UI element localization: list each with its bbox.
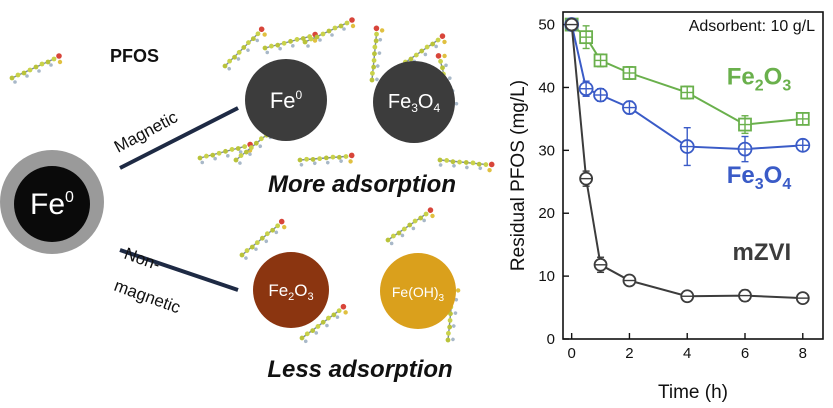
pfos-molecule-icon (260, 22, 320, 64)
pfos-molecule-icon (301, 16, 356, 49)
x-tick-label: 2 (625, 345, 633, 362)
nonmagnetic-branch-line (119, 248, 239, 292)
less-adsorption-caption: Less adsorption (267, 356, 452, 383)
y-tick-label: 10 (538, 268, 555, 285)
y-axis-label: Residual PFOS (mg/L) (508, 80, 529, 271)
pfos-molecule-icon (8, 52, 63, 85)
series-label: Fe3O4 (727, 162, 792, 193)
x-axis-label: Time (h) (658, 382, 728, 403)
series-2: mZVI (564, 17, 810, 306)
nonmagnetic-label-line1: Non- (122, 244, 163, 274)
chart-annotation: Adsorbent: 10 g/L (689, 18, 815, 35)
x-tick-label: 0 (567, 345, 575, 362)
fe2o3-particle-label: Fe2O3 (268, 281, 313, 303)
plot-frame (562, 11, 824, 340)
series-label: mZVI (733, 239, 792, 266)
center-particle-core (14, 166, 90, 242)
y-tick-label: 30 (538, 142, 555, 159)
fe2o3-particle (253, 252, 329, 328)
x-tick-label: 8 (799, 345, 807, 362)
x-tick-label: 6 (741, 345, 749, 362)
schematic: PFOS Magnetic Non- magnetic Fe0 Fe0 Fe3O… (0, 16, 497, 383)
magnetic-branch-line (119, 106, 239, 170)
series-0: Fe2O3 (564, 17, 810, 135)
y-tick-label: 20 (538, 205, 555, 222)
series-label: Fe2O3 (727, 63, 792, 94)
fe0-particle-label: Fe0 (270, 88, 303, 113)
chart: 0 2 4 6 8 0 10 20 30 40 50 Time (h) Residual PFOS (m… (508, 11, 824, 403)
y-tick-label: 50 (538, 17, 555, 34)
fe3o4-particle-label: Fe3O4 (388, 91, 441, 115)
fe0-particle (245, 59, 327, 141)
pfos-molecule-icon (380, 206, 440, 247)
series-1: Fe3O4 (564, 17, 811, 193)
y-tick-label: 40 (538, 79, 555, 96)
x-tick-label: 4 (683, 345, 691, 362)
center-particle-label: Fe0 (30, 188, 74, 221)
more-adsorption-caption: More adsorption (268, 171, 456, 198)
y-tick-label: 0 (547, 331, 555, 348)
fe3o4-particle (373, 61, 455, 143)
feoh3-particle-label: Fe(OH)3 (392, 284, 445, 304)
magnetic-label: Magnetic (111, 107, 181, 156)
feoh3-particle (380, 253, 456, 329)
nonmagnetic-label-line2: magnetic (112, 276, 184, 318)
pfos-legend-label: PFOS (110, 46, 159, 66)
